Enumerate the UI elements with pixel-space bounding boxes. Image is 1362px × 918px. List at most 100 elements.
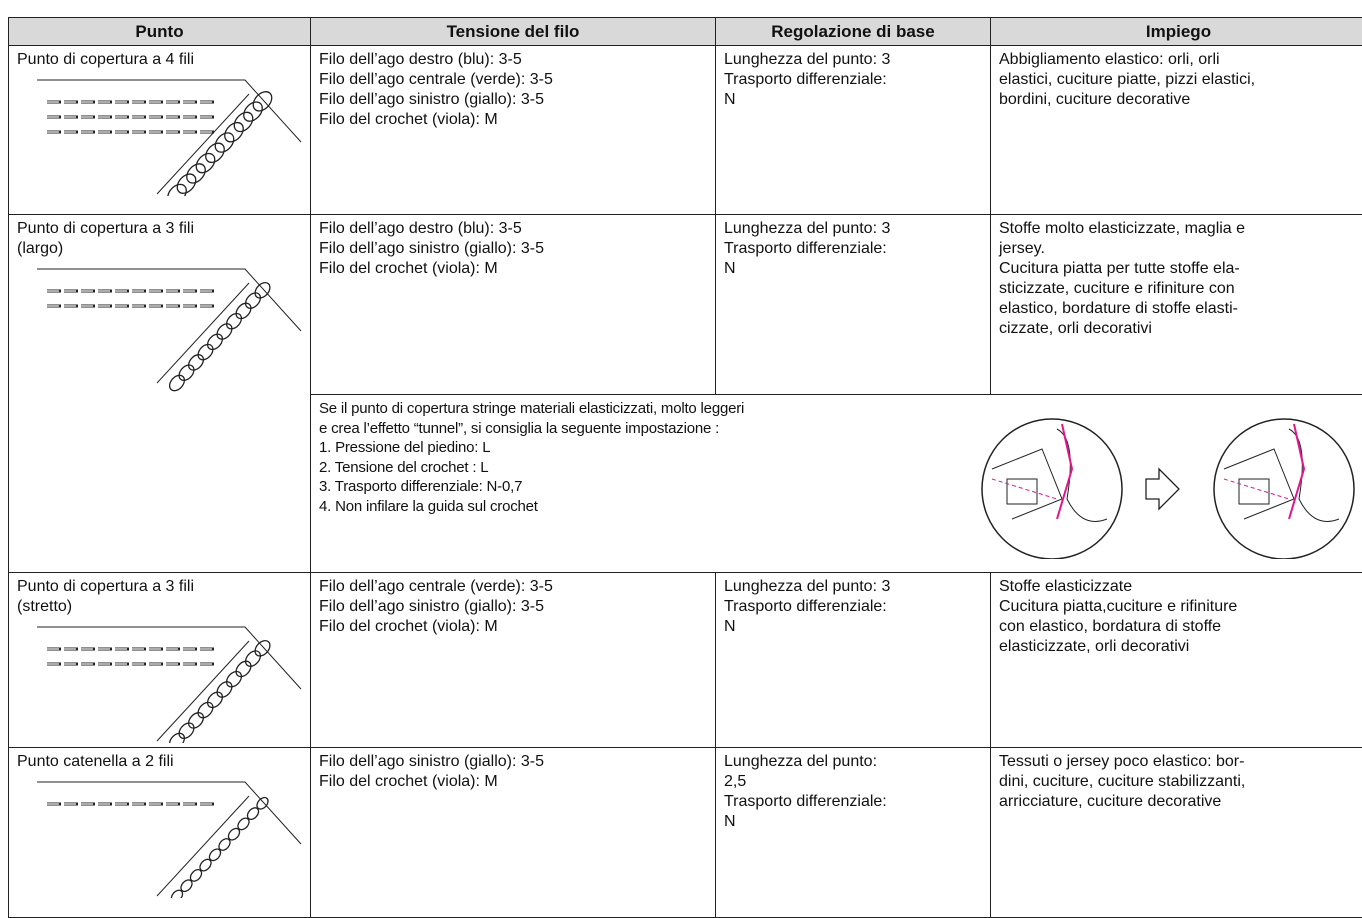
illustration-shape [1146,469,1179,509]
illustration-shape [1214,419,1354,559]
text-line: Tessuti o jersey poco elastico: bor- [999,752,1358,772]
stitch-line [214,679,235,700]
stitch-line [167,730,188,743]
stitch-line [233,300,254,321]
cell-punto: Punto di copertura a 3 fili(largo) [9,215,311,573]
text-line: Lunghezza del punto: 3 [724,219,982,239]
text-line: Stoffe molto elasticizzate, maglia e [999,219,1358,239]
stitch-line [37,627,301,689]
text-line: elasticizzate, orli decorativi [999,637,1358,657]
illustration-shape [1224,449,1294,519]
illustration-shape [1289,429,1339,522]
text-line: Lunghezza del punto: 3 [724,50,982,70]
header-cell: Regolazione di base [716,18,991,46]
text-line: Lunghezza del punto: [724,752,982,772]
text-line: N [724,617,982,637]
text-line: Filo dell’ago sinistro (giallo): 3-5 [319,597,707,617]
note-cell: Se il punto di copertura stringe materia… [311,395,1362,573]
text-line: cizzate, orli decorativi [999,319,1358,339]
stitch-line [195,342,216,363]
text-line: Punto di copertura a 3 fili [17,577,302,597]
text-line: Filo del crochet (viola): M [319,772,707,792]
text-line: Filo dell’ago destro (blu): 3-5 [319,50,707,70]
stitch-line [157,796,249,896]
text-line: Filo dell’ago sinistro (giallo): 3-5 [319,90,707,110]
text-line: (stretto) [17,597,302,617]
stitch-line [186,352,207,373]
stitch-line [169,888,185,898]
text-line: Abbigliamento elastico: orli, orli [999,50,1358,70]
cell-punto: Punto di copertura a 4 fili [9,46,311,215]
stitch-line [176,362,197,383]
header-cell: Impiego [991,18,1362,46]
text-line: Trasporto differenziale: [724,70,982,90]
text-line: Trasporto differenziale: [724,597,982,617]
text-line: dini, cuciture, cuciture stabilizzanti, [999,772,1358,792]
stitch-line [157,94,249,194]
stitch-line [205,689,226,710]
stitch-illustration [17,76,307,196]
text-line: Filo dell’ago destro (blu): 3-5 [319,219,707,239]
text-line: Trasporto differenziale: [724,792,982,812]
stitch-line [243,290,264,311]
stitch-illustration [17,265,307,395]
text-line: elastici, cuciture piatte, pizzi elastic… [999,70,1358,90]
text-line: Filo del crochet (viola): M [319,617,707,637]
table-row: Punto catenella a 2 fili Filo dell’ago si… [9,748,1362,918]
text-line: Filo del crochet (viola): M [319,259,707,279]
cell-punto: Punto catenella a 2 fili [9,748,311,918]
text-line: sticizzate, cuciture e rifiniture con [999,279,1358,299]
stitch-line [176,720,197,741]
text-line: Punto catenella a 2 fili [17,752,302,772]
text-line: Punto di copertura a 3 fili [17,219,302,239]
illustration-shape [992,449,1062,519]
illustration-shape [992,479,1057,499]
text-line: (largo) [17,239,302,259]
table-row: Punto di copertura a 4 fili Filo dell’ago… [9,46,1362,215]
text-line: bordini, cuciture decorative [999,90,1358,110]
stitch-line [224,311,245,332]
stitch-line [37,782,301,844]
stitch-line [252,280,273,301]
header-cell: Punto [9,18,311,46]
stitch-line [250,88,276,114]
text-line: jersey. [999,239,1358,259]
stitch-line [224,669,245,690]
table-row: Punto di copertura a 3 fili(stretto)Filo… [9,573,1362,748]
text-line: Filo dell’ago sinistro (giallo): 3-5 [319,752,707,772]
stitch-line [252,638,273,659]
stitch-illustration [17,778,307,898]
stitch-line [167,372,188,393]
illustration-shape [982,419,1122,559]
text-line: Filo dell’ago centrale (verde): 3-5 [319,70,707,90]
text-line: Filo dell’ago centrale (verde): 3-5 [319,577,707,597]
text-line: Lunghezza del punto: 3 [724,577,982,597]
stitch-line [37,269,301,331]
stitch-line [157,283,249,383]
illustration-shape [1057,429,1107,522]
text-line: Punto di copertura a 4 fili [17,50,302,70]
text-line: Stoffe elasticizzate [999,577,1358,597]
cell-impiego: Tessuti o jersey poco elastico: bor-dini… [991,748,1362,918]
stitch-line [205,331,226,352]
stitch-line [233,658,254,679]
text-line: Filo del crochet (viola): M [319,110,707,130]
cell-punto: Punto di copertura a 3 fili(stretto) [9,573,311,748]
text-line: elastico, bordature di stoffe elasti- [999,299,1358,319]
stitch-line [157,641,249,741]
text-line: Filo dell’ago sinistro (giallo): 3-5 [319,239,707,259]
stitch-line [243,648,264,669]
text-line: con elastico, bordatura di stoffe [999,617,1358,637]
illustration-shape [1224,479,1289,499]
